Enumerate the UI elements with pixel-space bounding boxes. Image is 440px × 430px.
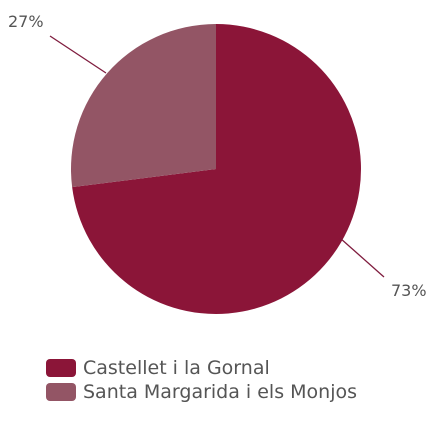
legend-item-santa-margarida[interactable]: Santa Margarida i els Monjos — [46, 380, 357, 404]
slice-percent-label-0: 73% — [391, 281, 427, 300]
legend-item-castellet[interactable]: Castellet i la Gornal — [46, 356, 357, 380]
legend-swatch-santa-margarida — [46, 383, 76, 401]
legend-label-santa-margarida: Santa Margarida i els Monjos — [83, 381, 358, 403]
pie-slice-0[interactable] — [72, 24, 361, 314]
legend-swatch-castellet — [46, 359, 76, 377]
pie-chart: 73% 27% — [8, 12, 427, 314]
leader-line-0 — [339, 237, 385, 278]
legend: Castellet i la Gornal Santa Margarida i … — [46, 356, 357, 404]
leader-line-1 — [49, 35, 107, 74]
legend-label-castellet: Castellet i la Gornal — [83, 357, 270, 379]
pie-slices — [70, 24, 361, 314]
pie-slice-1[interactable] — [70, 24, 216, 188]
slice-percent-label-1: 27% — [8, 12, 44, 31]
leader-lines — [49, 35, 385, 278]
slice-labels: 73% 27% — [8, 12, 427, 300]
